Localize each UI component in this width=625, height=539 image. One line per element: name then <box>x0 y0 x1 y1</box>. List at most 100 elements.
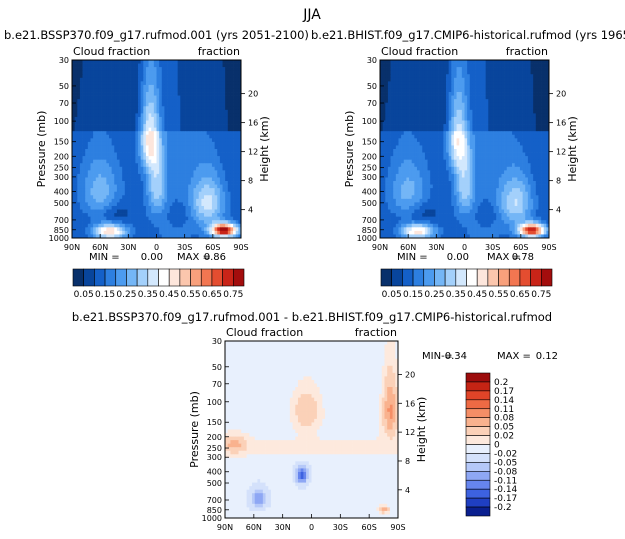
field-cell <box>169 99 173 104</box>
field-cell <box>180 227 184 232</box>
field-cell <box>443 131 447 136</box>
field-cell <box>214 74 218 79</box>
field-cell <box>72 166 75 171</box>
field-cell <box>153 166 157 171</box>
field-cell <box>222 216 226 221</box>
field-cell <box>230 81 234 86</box>
field-cell <box>451 127 455 132</box>
field-cell <box>151 74 155 79</box>
field-cell <box>167 60 171 64</box>
field-cell <box>122 95 126 100</box>
field-cell <box>127 234 131 239</box>
field-cell <box>177 220 181 225</box>
field-cell <box>122 159 126 164</box>
field-cell <box>219 149 223 153</box>
field-cell <box>475 92 479 96</box>
field-cell <box>435 124 439 128</box>
field-cell <box>204 234 208 239</box>
field-cell <box>395 88 399 93</box>
field-cell <box>72 145 75 150</box>
field-cell <box>93 198 97 203</box>
field-cell <box>217 88 221 93</box>
field-cell <box>90 131 94 136</box>
field-cell <box>416 77 420 82</box>
latitude-tick-label: 30S <box>177 243 192 252</box>
field-cell <box>435 113 439 118</box>
field-cell <box>424 141 428 146</box>
field-cell <box>167 227 171 232</box>
field-cell <box>448 84 452 89</box>
field-cell <box>214 205 218 210</box>
field-cell <box>235 191 239 196</box>
field-cell <box>543 141 547 146</box>
field-cell <box>225 184 229 189</box>
field-cell <box>225 230 229 235</box>
field-cell <box>201 209 205 214</box>
field-cell <box>519 74 523 79</box>
field-cell <box>538 116 542 121</box>
field-cell <box>482 88 486 93</box>
field-cell <box>85 74 89 79</box>
field-cell <box>219 173 223 178</box>
field-cell <box>143 81 147 86</box>
field-cell <box>238 67 242 72</box>
field-cell <box>77 92 81 96</box>
field-cell <box>93 156 97 161</box>
field-cell <box>498 113 502 118</box>
field-cell <box>233 166 237 171</box>
field-cell <box>151 102 155 107</box>
field-cell <box>108 220 112 225</box>
field-cell <box>127 60 131 64</box>
field-cell <box>193 124 197 128</box>
field-cell <box>174 220 178 225</box>
field-cell <box>546 120 550 125</box>
field-cell <box>438 141 442 146</box>
field-cell <box>196 209 200 214</box>
field-cell <box>514 149 518 153</box>
field-cell <box>122 177 126 182</box>
field-cell <box>461 141 465 146</box>
field-cell <box>85 173 89 178</box>
field-cell <box>451 77 455 82</box>
field-cell <box>395 131 399 136</box>
field-cell <box>390 102 394 107</box>
field-cell <box>127 205 131 210</box>
field-cell <box>493 116 497 121</box>
field-cell <box>401 138 405 143</box>
field-cell <box>108 92 112 96</box>
field-cell <box>382 84 386 89</box>
field-cell <box>74 70 78 75</box>
field-cell <box>124 74 128 79</box>
field-cell <box>233 70 237 75</box>
field-cell <box>135 149 139 153</box>
field-cell <box>85 181 89 185</box>
field-cell <box>230 156 234 161</box>
field-cell <box>527 138 531 143</box>
field-cell <box>448 95 452 100</box>
field-cell <box>164 159 168 164</box>
field-cell <box>546 74 550 79</box>
field-cell <box>406 124 410 128</box>
field-cell <box>424 77 428 82</box>
field-cell <box>506 81 510 86</box>
field-cell <box>543 102 547 107</box>
field-cell <box>514 70 518 75</box>
field-cell <box>93 152 97 157</box>
field-cell <box>201 152 205 157</box>
field-cell <box>111 95 115 100</box>
colorbar-label: 0.35 <box>138 290 158 300</box>
field-cell <box>145 152 149 157</box>
field-cell <box>480 120 484 125</box>
field-cell <box>440 113 444 118</box>
field-cell <box>103 131 107 136</box>
field-cell <box>514 81 518 86</box>
field-cell <box>172 141 176 146</box>
field-cell <box>235 95 239 100</box>
field-cell <box>440 102 444 107</box>
field-cell <box>477 152 481 157</box>
field-cell <box>522 88 526 93</box>
field-cell <box>161 188 165 193</box>
field-cell <box>393 63 397 68</box>
field-cell <box>401 134 405 139</box>
field-cell <box>101 116 105 121</box>
